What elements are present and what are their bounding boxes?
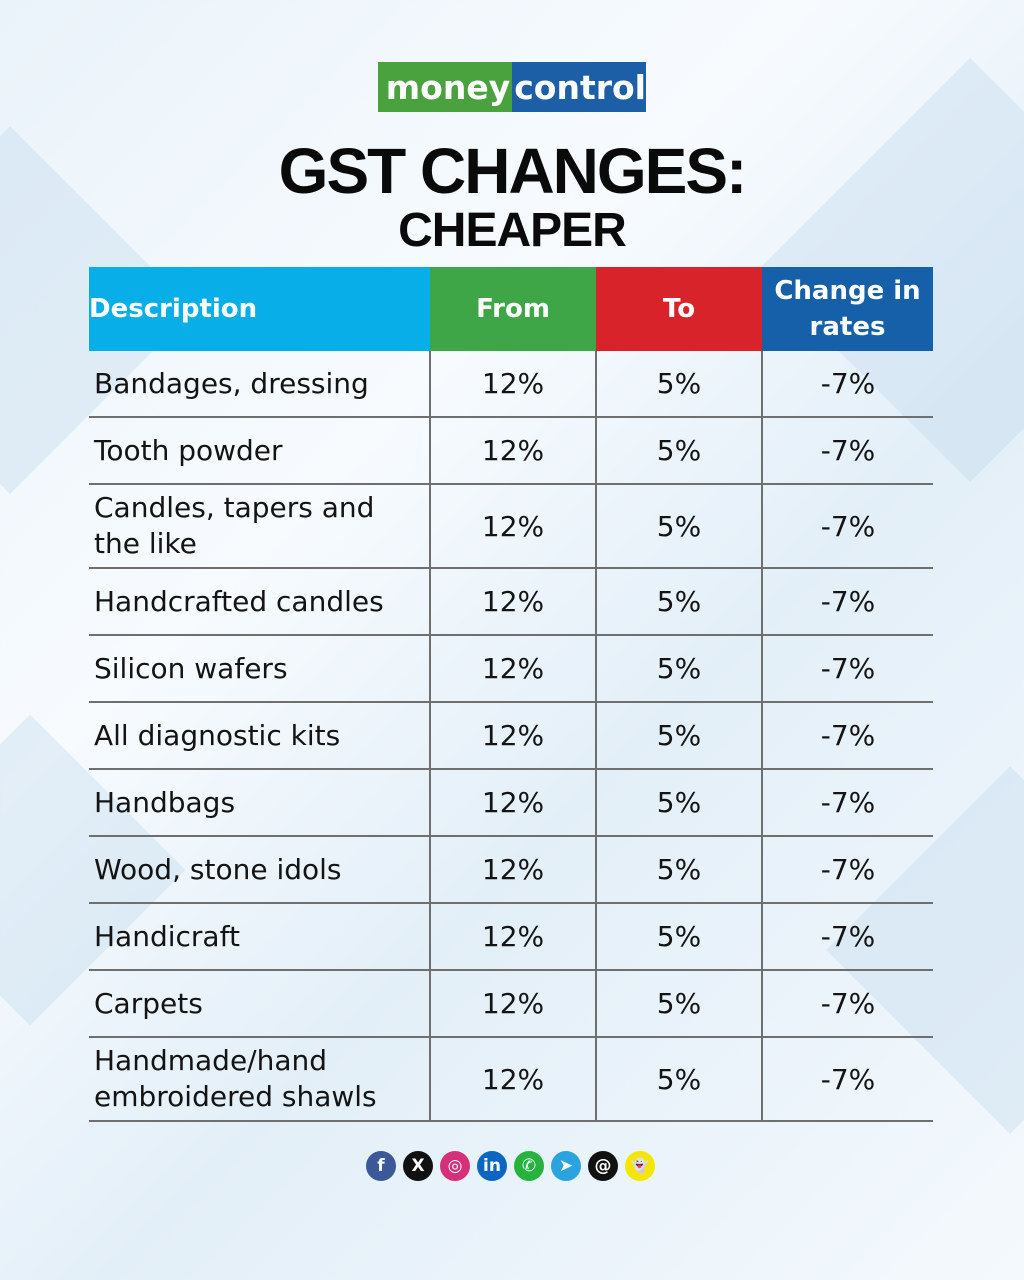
- cell-change: -7%: [761, 351, 933, 418]
- cell-change: -7%: [761, 568, 933, 636]
- cell-to: 5%: [595, 970, 762, 1038]
- cell-from: 12%: [429, 903, 596, 971]
- cell-change: -7%: [761, 970, 933, 1038]
- threads-icon[interactable]: @: [588, 1151, 618, 1181]
- moneycontrol-logo: money control: [378, 62, 646, 112]
- telegram-icon[interactable]: ➤: [551, 1151, 581, 1181]
- cell-change: -7%: [761, 903, 933, 971]
- snapchat-icon[interactable]: 👻: [625, 1151, 655, 1181]
- table-row: Tooth powder 12% 5% -7%: [89, 417, 933, 485]
- cell-change: -7%: [761, 635, 933, 703]
- cell-change: -7%: [761, 836, 933, 904]
- header-to: To: [596, 267, 762, 351]
- table-row: Bandages, dressing 12% 5% -7%: [89, 351, 933, 418]
- logo-part-control: control: [512, 62, 646, 112]
- cell-description: Handbags: [89, 769, 430, 837]
- table-row: Handicraft 12% 5% -7%: [89, 903, 933, 971]
- cell-to: 5%: [595, 903, 762, 971]
- linkedin-icon[interactable]: in: [477, 1151, 507, 1181]
- instagram-icon[interactable]: ◎: [440, 1151, 470, 1181]
- cell-from: 12%: [429, 769, 596, 837]
- cell-change: -7%: [761, 417, 933, 485]
- cell-to: 5%: [595, 484, 762, 569]
- x-icon[interactable]: X: [403, 1151, 433, 1181]
- table-row: Handbags 12% 5% -7%: [89, 769, 933, 837]
- cell-description: Tooth powder: [89, 417, 430, 485]
- cell-from: 12%: [429, 970, 596, 1038]
- cell-to: 5%: [595, 635, 762, 703]
- cell-from: 12%: [429, 836, 596, 904]
- cell-to: 5%: [595, 568, 762, 636]
- cell-from: 12%: [429, 417, 596, 485]
- cell-change: -7%: [761, 1037, 933, 1122]
- cell-change: -7%: [761, 769, 933, 837]
- cell-from: 12%: [429, 484, 596, 569]
- cell-from: 12%: [429, 568, 596, 636]
- table-row: Carpets 12% 5% -7%: [89, 970, 933, 1038]
- cell-from: 12%: [429, 702, 596, 770]
- cell-change: -7%: [761, 484, 933, 569]
- cell-description: All diagnostic kits: [89, 702, 430, 770]
- cell-description: Handmade/hand embroidered shawls: [89, 1037, 430, 1122]
- gst-table: Description From To Change in rates Band…: [89, 267, 933, 1122]
- cell-from: 12%: [429, 635, 596, 703]
- page-subtitle: CHEAPER: [398, 204, 627, 257]
- table-header-row: Description From To Change in rates: [89, 267, 933, 351]
- header-change: Change in rates: [762, 267, 933, 351]
- table-row: All diagnostic kits 12% 5% -7%: [89, 702, 933, 770]
- cell-description: Wood, stone idols: [89, 836, 430, 904]
- header-description: Description: [89, 267, 430, 351]
- logo-part-money: money: [378, 62, 513, 112]
- table-row: Candles, tapers and the like 12% 5% -7%: [89, 484, 933, 569]
- cell-to: 5%: [595, 417, 762, 485]
- cell-description: Carpets: [89, 970, 430, 1038]
- header-from: From: [430, 267, 596, 351]
- cell-to: 5%: [595, 702, 762, 770]
- cell-from: 12%: [429, 351, 596, 418]
- cell-to: 5%: [595, 769, 762, 837]
- cell-change: -7%: [761, 702, 933, 770]
- cell-from: 12%: [429, 1037, 596, 1122]
- table-row: Handcrafted candles 12% 5% -7%: [89, 568, 933, 636]
- cell-description: Handcrafted candles: [89, 568, 430, 636]
- cell-description: Silicon wafers: [89, 635, 430, 703]
- cell-to: 5%: [595, 351, 762, 418]
- table-row: Silicon wafers 12% 5% -7%: [89, 635, 933, 703]
- cell-to: 5%: [595, 836, 762, 904]
- social-icons: f X ◎ in ✆ ➤ @ 👻: [366, 1151, 655, 1181]
- table-row: Handmade/hand embroidered shawls 12% 5% -7%: [89, 1037, 933, 1122]
- table-row: Wood, stone idols 12% 5% -7%: [89, 836, 933, 904]
- facebook-icon[interactable]: f: [366, 1151, 396, 1181]
- page-title: GST CHANGES:: [278, 135, 748, 207]
- cell-description: Candles, tapers and the like: [89, 484, 430, 569]
- cell-description: Bandages, dressing: [89, 351, 430, 418]
- whatsapp-icon[interactable]: ✆: [514, 1151, 544, 1181]
- cell-description: Handicraft: [89, 903, 430, 971]
- cell-to: 5%: [595, 1037, 762, 1122]
